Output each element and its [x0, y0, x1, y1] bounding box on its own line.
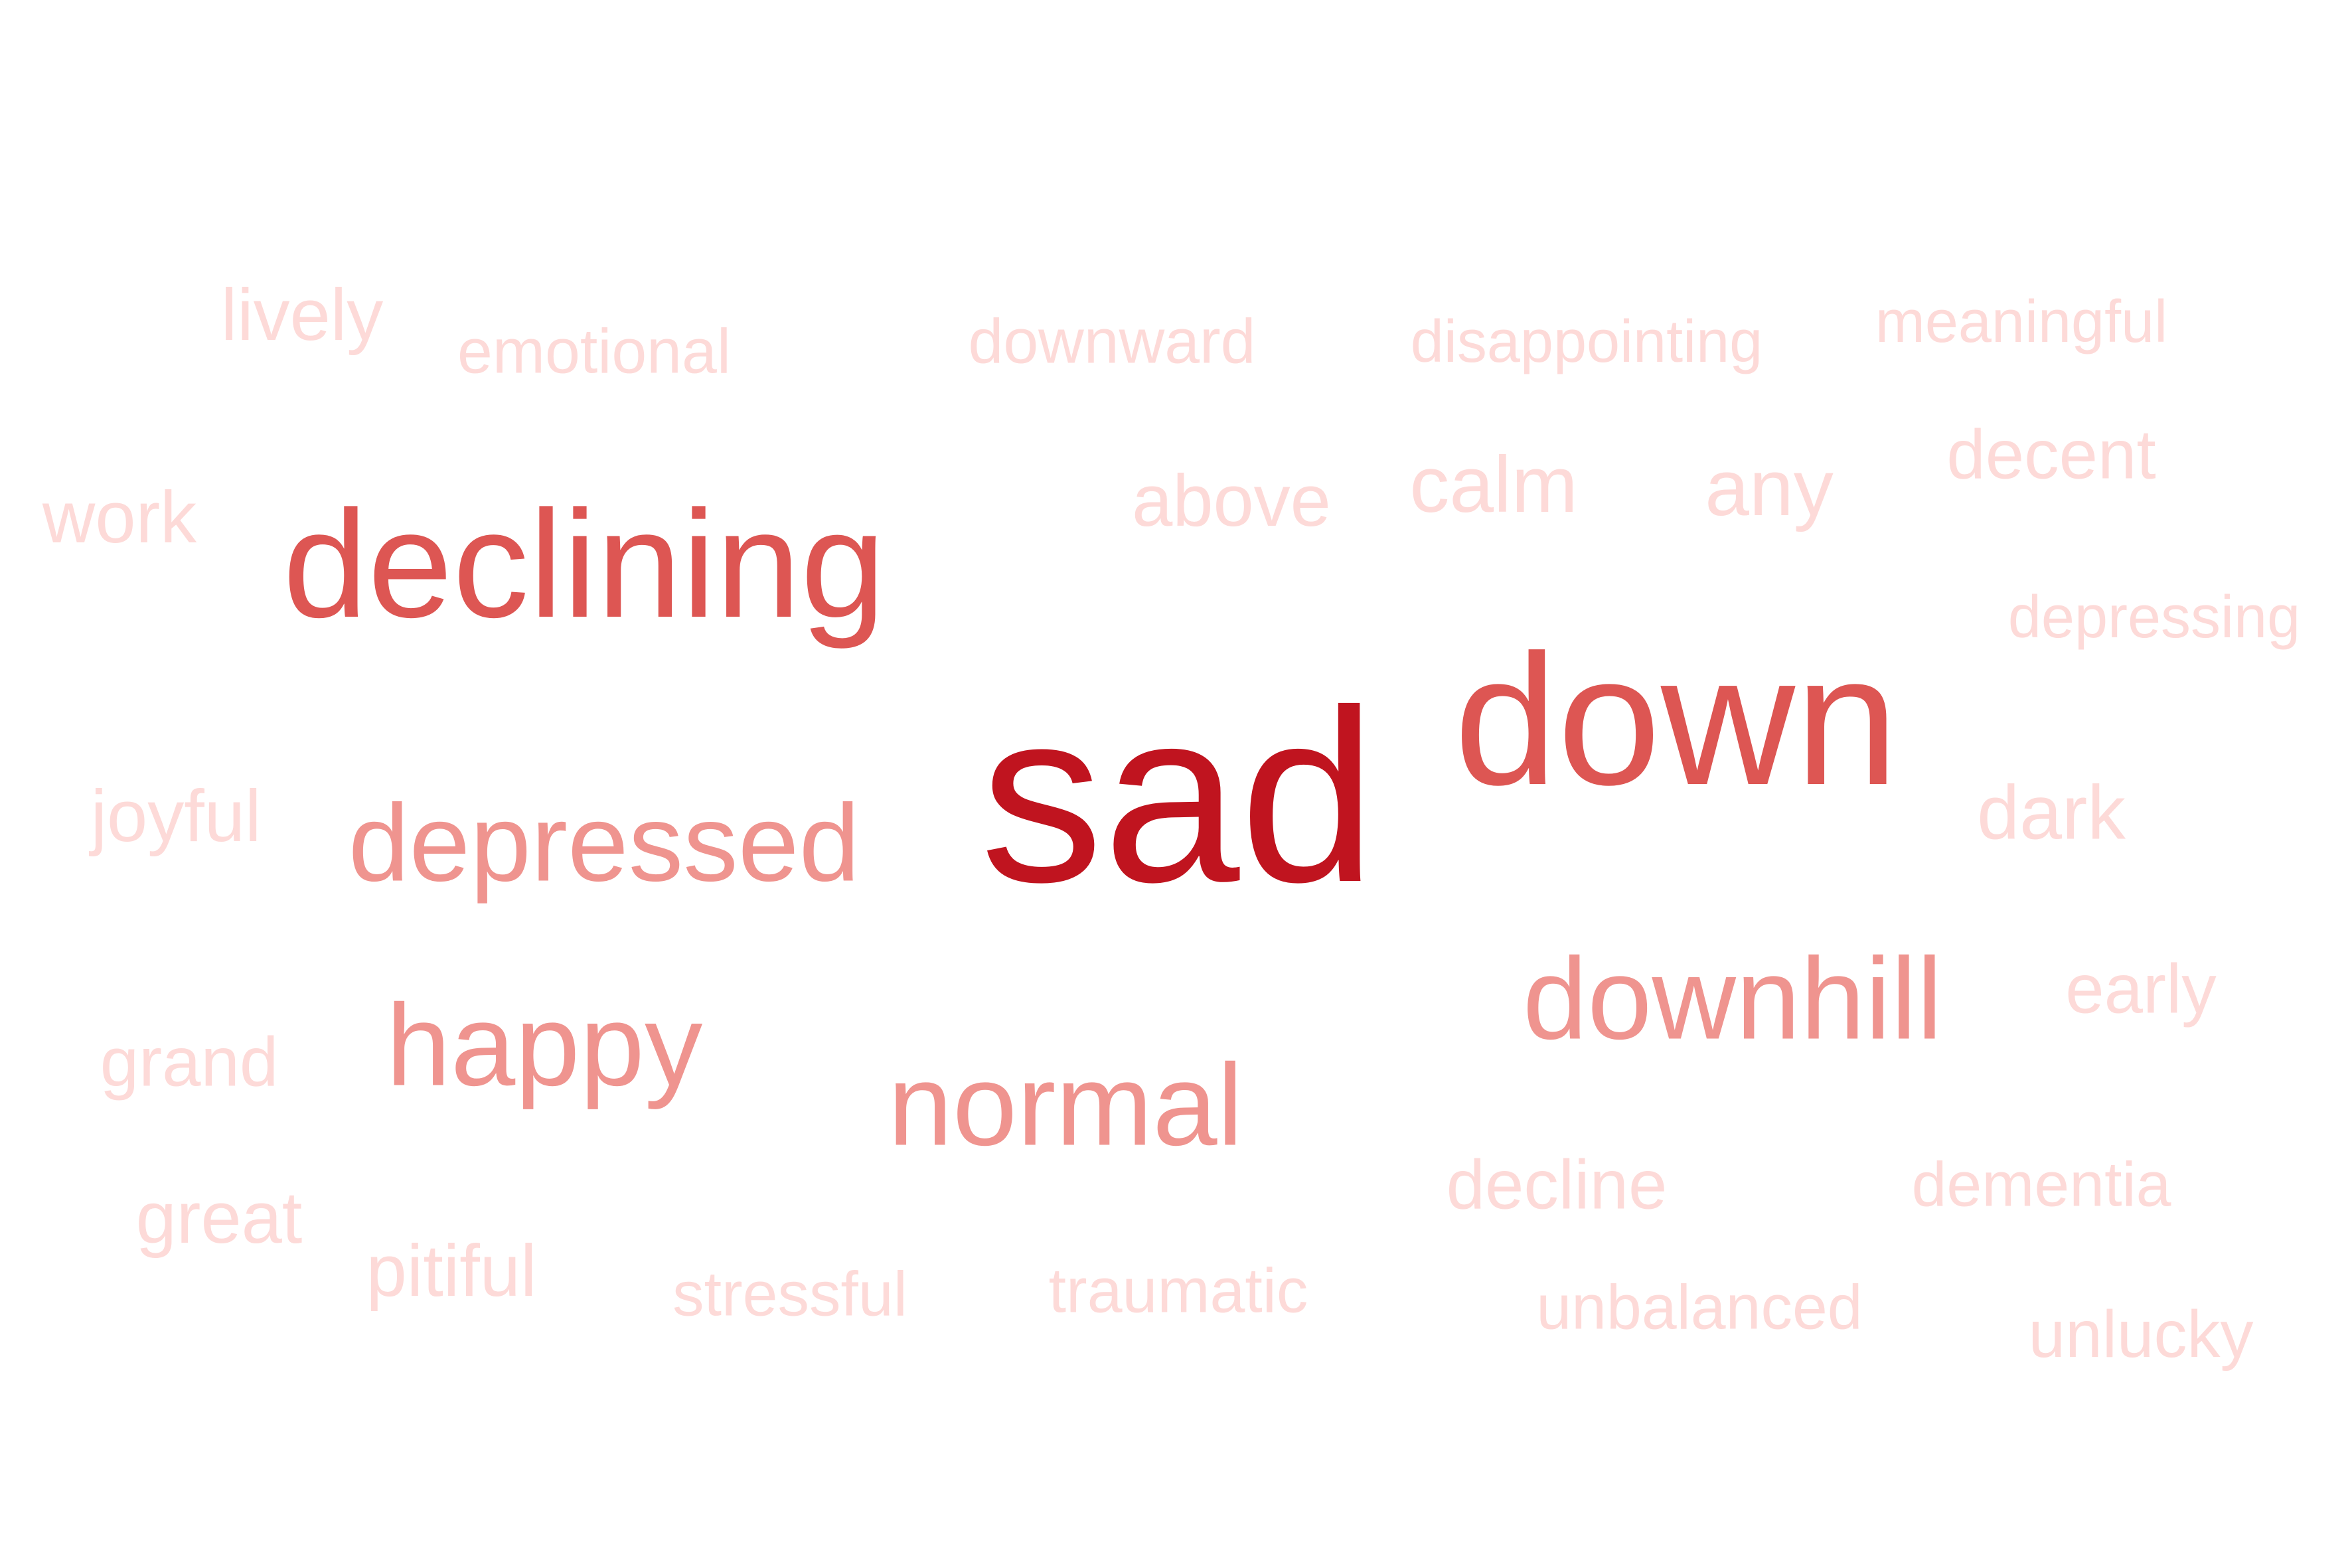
word-downhill: downhill	[1522, 934, 1943, 1064]
word-lively: lively	[220, 274, 384, 356]
word-calm: calm	[1409, 440, 1578, 529]
word-traumatic: traumatic	[1048, 1255, 1308, 1326]
word-joyful: joyful	[90, 775, 262, 857]
word-normal: normal	[888, 1040, 1243, 1170]
word-unbalanced: unbalanced	[1536, 1272, 1863, 1343]
word-happy: happy	[386, 980, 703, 1111]
word-down: down	[1454, 617, 1899, 824]
word-decline: decline	[1446, 1146, 1668, 1224]
word-great: great	[135, 1177, 303, 1259]
word-any: any	[1705, 443, 1834, 532]
word-grand: grand	[100, 1023, 279, 1101]
word-decent: decent	[1946, 416, 2156, 494]
word-sad: sad	[980, 659, 1377, 933]
word-dementia: dementia	[1911, 1149, 2171, 1220]
word-stressful: stressful	[672, 1259, 907, 1330]
word-unlucky: unlucky	[2028, 1297, 2254, 1372]
word-declining: declining	[283, 479, 886, 649]
word-depressing: depressing	[2007, 584, 2301, 651]
word-pitiful: pitiful	[366, 1230, 537, 1312]
word-early: early	[2065, 950, 2217, 1028]
word-work: work	[42, 477, 197, 558]
word-disappointing: disappointing	[1410, 309, 1763, 375]
word-meaningful: meaningful	[1875, 289, 2168, 355]
word-dark: dark	[1977, 770, 2126, 856]
word-downward: downward	[968, 306, 1256, 377]
word-emotional: emotional	[457, 316, 731, 387]
word-depressed: depressed	[348, 781, 860, 904]
word-above: above	[1132, 460, 1331, 542]
